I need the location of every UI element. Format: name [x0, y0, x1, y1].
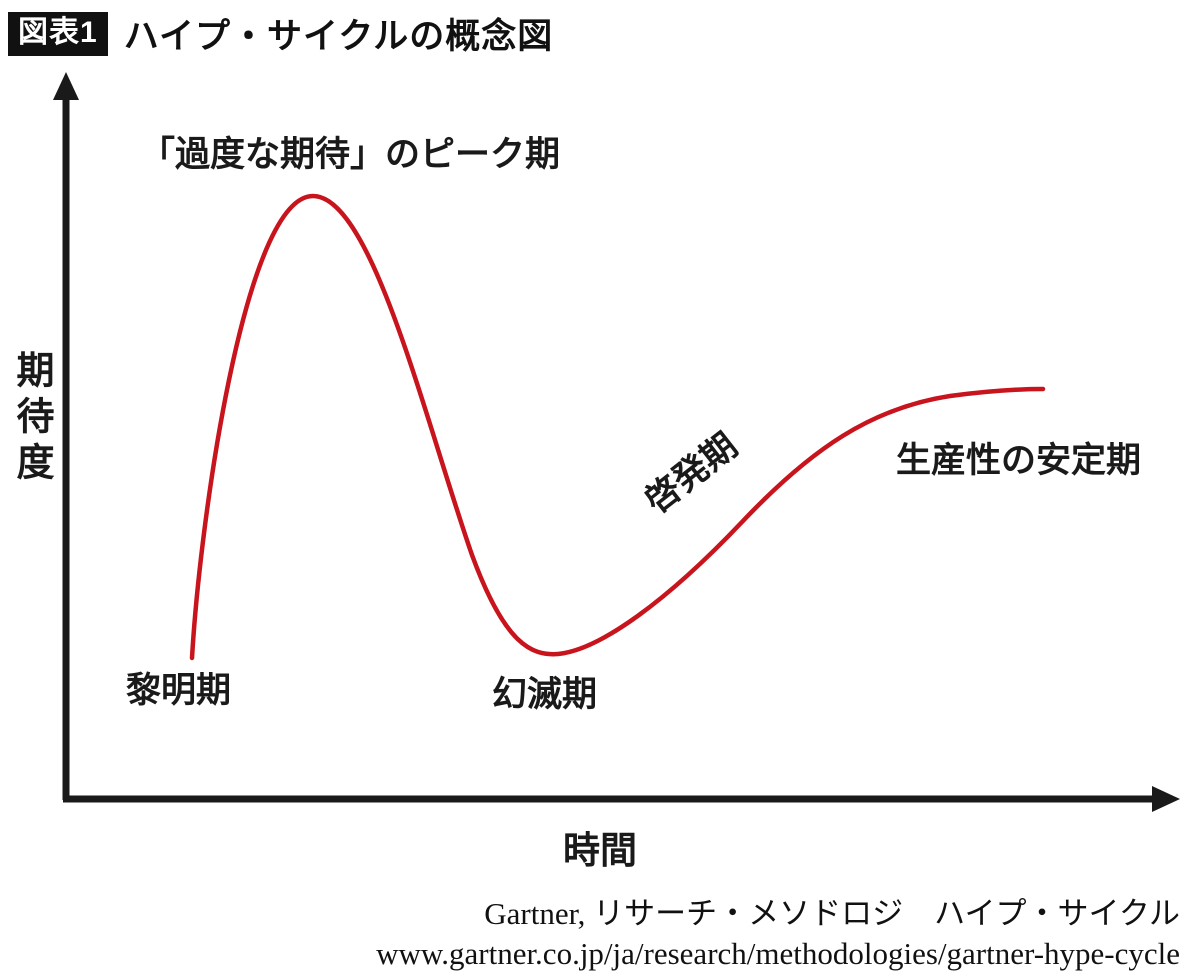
- figure-number-badge: 図表1: [8, 11, 108, 56]
- source-url: www.gartner.co.jp/ja/research/methodolog…: [376, 936, 1180, 971]
- source-attribution: Gartner, リサーチ・メソドロジ ハイプ・サイクル: [484, 896, 1180, 931]
- phase-label-innovation-trigger: 黎明期: [126, 671, 232, 710]
- y-axis-arrow-icon: [53, 72, 79, 100]
- y-axis-label: 期待度: [10, 350, 52, 488]
- x-axis-label: 時間: [563, 830, 637, 871]
- x-axis-arrow-icon: [1152, 786, 1180, 812]
- phase-label-peak: 「過度な期待」のピーク期: [140, 135, 561, 174]
- phase-label-trough: 幻滅期: [492, 675, 598, 714]
- hype-cycle-curve: [189, 193, 1046, 661]
- figure-header: 図表1 ハイプ・サイクルの概念図: [8, 8, 553, 59]
- figure-title: ハイプ・サイクルの概念図: [123, 17, 554, 56]
- phase-label-plateau: 生産性の安定期: [896, 441, 1142, 480]
